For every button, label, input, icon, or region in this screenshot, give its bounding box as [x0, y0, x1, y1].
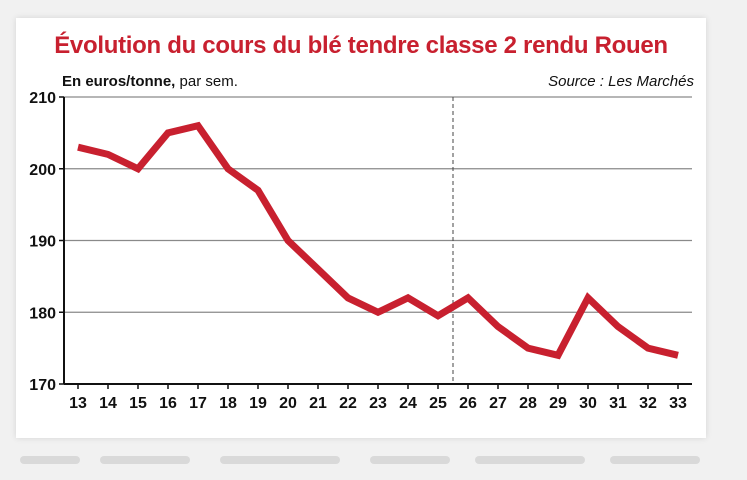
- x-tick-label-30: 30: [579, 395, 597, 412]
- x-tick-label-24: 24: [399, 395, 417, 412]
- line-chart: 170 180 190 200 210 13 14 15 16 17 18 19 20 21 22 23 24 2…: [29, 90, 692, 412]
- chart-title: Évolution du cours du blé tendre classe …: [54, 32, 668, 59]
- x-tick-label-27: 27: [489, 395, 507, 412]
- x-tick-label-15: 15: [129, 395, 147, 412]
- x-tick-label-29: 29: [549, 395, 567, 412]
- x-tick-label-33: 33: [669, 395, 687, 412]
- x-tick-label-26: 26: [459, 395, 477, 412]
- x-tick-label-20: 20: [279, 395, 297, 412]
- y-tick-label-170: 170: [29, 377, 56, 394]
- chart-subtitle: En euros/tonne, par sem.: [62, 73, 238, 90]
- x-tick-label-22: 22: [339, 395, 357, 412]
- y-tick-label-210: 210: [29, 90, 56, 107]
- x-tick-label-18: 18: [219, 395, 237, 412]
- x-tick-label-23: 23: [369, 395, 387, 412]
- x-tick-label-21: 21: [309, 395, 327, 412]
- x-tick-label-28: 28: [519, 395, 537, 412]
- y-tick-label-200: 200: [29, 162, 56, 179]
- subtitle-period: par sem.: [175, 73, 238, 90]
- x-tick-label-14: 14: [99, 395, 117, 412]
- x-tick-label-19: 19: [249, 395, 267, 412]
- subtitle-unit: En euros/tonne,: [62, 73, 176, 90]
- cropped-text-strip: [20, 452, 720, 472]
- x-tick-label-31: 31: [609, 395, 627, 412]
- chart-card: Évolution du cours du blé tendre classe …: [16, 18, 706, 438]
- x-tick-label-17: 17: [189, 395, 207, 412]
- y-tick-label-180: 180: [29, 305, 56, 322]
- y-tick-label-190: 190: [29, 234, 56, 251]
- x-tick-label-16: 16: [159, 395, 177, 412]
- chart-source: Source : Les Marchés: [548, 73, 694, 90]
- x-tick-label-32: 32: [639, 395, 657, 412]
- x-tick-label-25: 25: [429, 395, 447, 412]
- x-tick-label-13: 13: [69, 395, 87, 412]
